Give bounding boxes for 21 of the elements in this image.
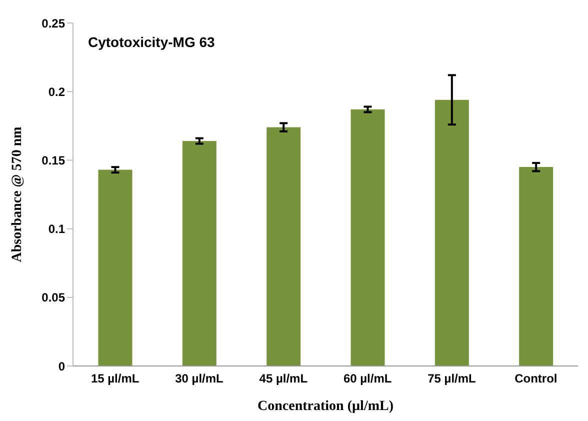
x-axis-title: Concentration (µl/mL) bbox=[258, 399, 394, 414]
bar bbox=[434, 100, 469, 366]
bar bbox=[519, 167, 554, 366]
y-tick-label: 0.05 bbox=[42, 290, 66, 305]
y-tick-label: 0.2 bbox=[48, 84, 66, 99]
x-tick-label: 15 µl/mL bbox=[90, 372, 140, 386]
bar bbox=[266, 127, 301, 366]
text: Cytotoxicity-MG 63 bbox=[88, 34, 215, 50]
y-tick-label: 0.1 bbox=[48, 222, 66, 236]
y-tick-label: 0 bbox=[58, 359, 66, 374]
bar bbox=[350, 109, 385, 366]
bar bbox=[182, 140, 216, 366]
x-tick-label: 45 µl/mL bbox=[259, 372, 308, 386]
x-tick-label: 60 µl/mL bbox=[343, 372, 392, 386]
y-tick-label: 0.15 bbox=[42, 153, 66, 168]
y-tick-label: 0.25 bbox=[42, 16, 66, 30]
y-axis-title: Absorbance @ 570 nm bbox=[10, 126, 25, 262]
x-tick-label: 30 µl/mL bbox=[175, 372, 224, 386]
x-tick-label: Control bbox=[514, 372, 558, 386]
x-tick-label: 75 µl/mL bbox=[428, 372, 476, 386]
bar bbox=[98, 170, 132, 366]
